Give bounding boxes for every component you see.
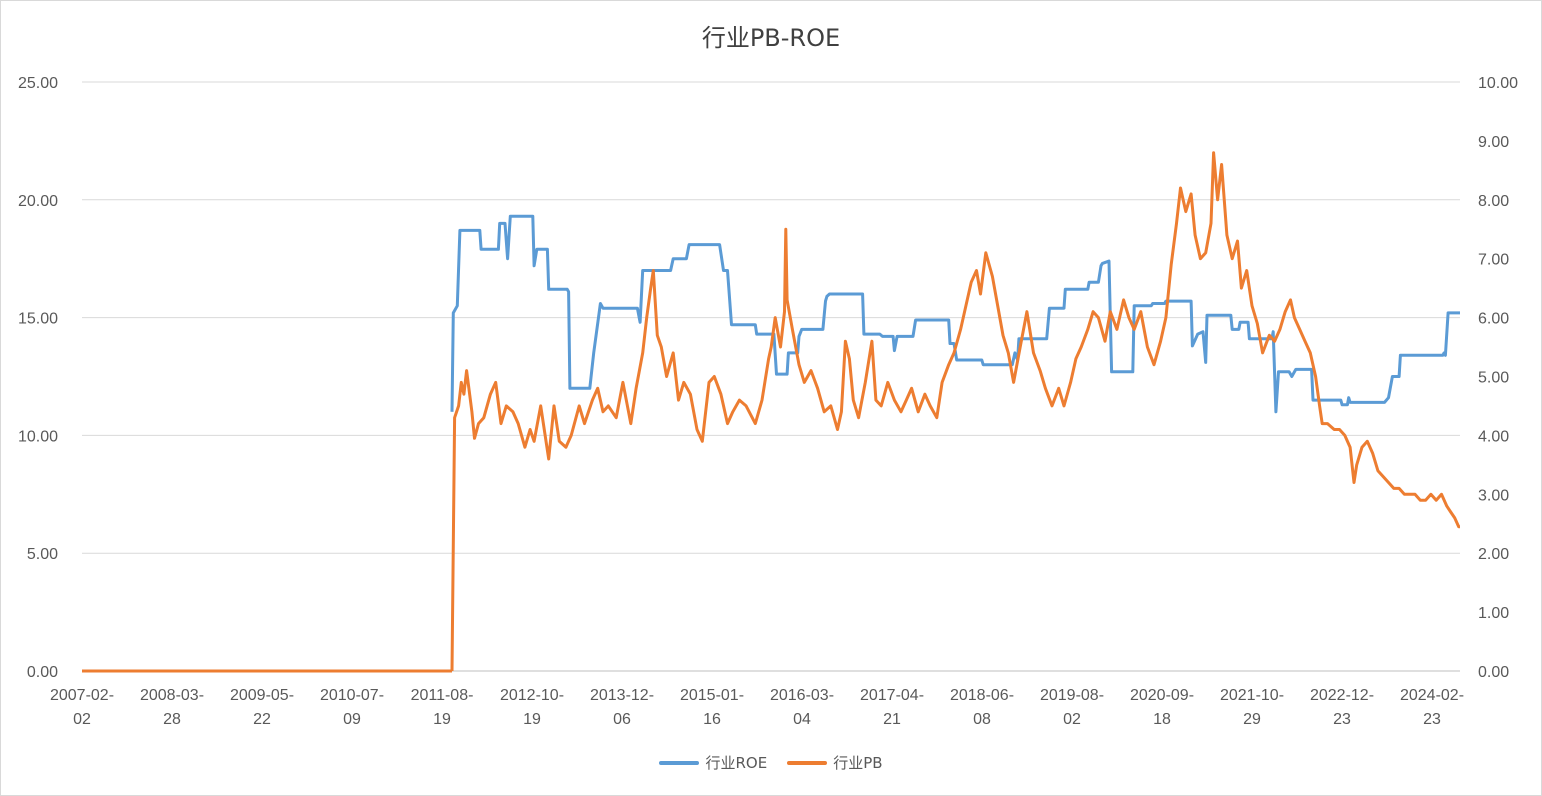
x-tick-label: 2011-08-19 (411, 687, 474, 728)
x-tick-label: 2017-04-21 (860, 687, 924, 728)
x-tick-label: 2012-10-19 (500, 687, 564, 728)
x-tick-label: 2016-03-04 (770, 687, 834, 728)
chart-title: 行业PB-ROE (701, 24, 841, 52)
y-right-tick-label: 1.00 (1478, 605, 1509, 622)
x-tick-label: 2010-07-09 (320, 687, 384, 728)
x-tick-label: 2015-01-16 (680, 687, 744, 728)
y-left-tick-label: 20.00 (18, 193, 58, 210)
x-tick-label: 2024-02-23 (1400, 687, 1464, 728)
x-tick-label: 2013-12-06 (590, 687, 654, 728)
x-tick-label: 2021-10-29 (1220, 687, 1284, 728)
x-tick-label: 2009-05-22 (230, 687, 294, 728)
x-tick-label: 2022-12-23 (1310, 687, 1374, 728)
series-line-roe (450, 214, 1460, 414)
y-left-tick-label: 15.00 (18, 311, 58, 328)
legend-label-roe: 行业ROE (705, 754, 768, 772)
legend-item-roe: 行业ROE (659, 752, 767, 773)
x-tick-label: 2019-08-02 (1040, 687, 1104, 728)
y-right-tick-label: 6.00 (1478, 311, 1509, 328)
y-left-tick-label: 25.00 (18, 75, 58, 92)
legend-swatch-pb (787, 760, 828, 765)
y-right-tick-label: 9.00 (1478, 134, 1509, 151)
y-right-tick-label: 2.00 (1478, 546, 1509, 563)
y-left-tick-label: 5.00 (27, 546, 58, 563)
y-left-tick-label: 0.00 (27, 664, 58, 681)
y-right-tick-label: 7.00 (1478, 252, 1509, 269)
y-right-tick-label: 3.00 (1478, 487, 1509, 504)
x-tick-label: 2018-06-08 (950, 687, 1014, 728)
chart-legend: 行业ROE 行业PB (0, 752, 1542, 773)
y-right-tick-label: 10.00 (1478, 75, 1518, 92)
y-right-tick-label: 8.00 (1478, 193, 1509, 210)
x-tick-label: 2020-09-18 (1130, 687, 1194, 728)
y-right-tick-label: 5.00 (1478, 370, 1509, 387)
y-right-tick-label: 0.00 (1478, 664, 1509, 681)
x-tick-label: 2007-02-02 (50, 687, 114, 728)
series-line-pb (450, 151, 1461, 672)
y-right-tick-label: 4.00 (1478, 428, 1509, 445)
legend-label-pb: 行业PB (833, 754, 883, 772)
legend-item-pb: 行业PB (787, 752, 883, 773)
y-left-tick-label: 10.00 (18, 428, 58, 445)
legend-swatch-roe (659, 760, 700, 765)
x-tick-label: 2008-03-28 (140, 687, 204, 728)
